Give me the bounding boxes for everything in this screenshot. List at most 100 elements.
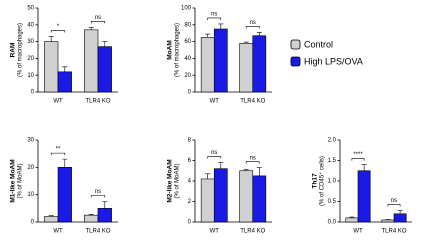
y-tick-label: 40 — [27, 22, 34, 28]
significance-label: ns — [391, 198, 397, 204]
error-bar — [205, 33, 211, 38]
significance-label: ns — [95, 189, 101, 195]
y-axis-title: RAM — [10, 43, 17, 58]
significance-label: ns — [250, 155, 256, 161]
significance-label: ns — [211, 12, 217, 18]
x-tick-label: TLR4 KO — [85, 99, 110, 105]
x-tick-label: WT — [53, 229, 63, 235]
bar — [57, 167, 72, 223]
bar — [213, 28, 228, 93]
significance-bracket — [207, 17, 222, 20]
y-tick-label: 40 — [184, 56, 191, 62]
bar — [97, 208, 112, 223]
error-bar — [48, 36, 54, 42]
significance-bracket — [245, 161, 260, 164]
bar — [84, 29, 99, 93]
error-bar — [218, 162, 224, 169]
bar — [97, 46, 112, 93]
error-bar — [102, 201, 108, 209]
x-tick-label: TLR4 KO — [85, 229, 110, 235]
significance-bracket — [245, 26, 260, 29]
x-tick-label: TLR4 KO — [240, 229, 265, 235]
y-axis-title: M2-like MoAM — [167, 159, 174, 202]
y-tick-label: 0 — [31, 220, 35, 226]
bar — [200, 178, 215, 223]
bar — [393, 213, 407, 223]
y-tick-label: 2 — [188, 199, 192, 205]
y-tick-label: 1.0 — [328, 179, 337, 185]
significance-label: **** — [353, 152, 363, 158]
significance-bracket — [50, 152, 66, 156]
x-tick-label: WT — [210, 229, 220, 235]
y-tick-label: 0 — [188, 220, 192, 226]
error-bar — [88, 27, 94, 30]
y-tick-label: 80 — [184, 22, 191, 28]
y-tick-label: 20 — [27, 165, 34, 171]
y-axis-subtitle: (% of macrophages) — [18, 23, 24, 77]
y-tick-label: 0.0 — [328, 220, 337, 226]
significance-bracket — [351, 158, 365, 161]
significance-label: ** — [56, 147, 61, 153]
error-bar — [218, 23, 224, 29]
significance-label: ns — [250, 20, 256, 26]
bar — [239, 42, 254, 93]
y-tick-label: 100 — [181, 6, 192, 12]
error-bar — [361, 164, 367, 171]
bar — [200, 37, 215, 93]
x-tick-label: WT — [53, 99, 63, 105]
y-tick-label: 30 — [27, 39, 34, 45]
error-bar — [397, 210, 403, 214]
y-axis-subtitle: (% of MoAM) — [175, 163, 181, 198]
bar — [44, 216, 59, 223]
bar — [381, 219, 395, 223]
legend-label: High LPS/OVA — [304, 56, 363, 66]
bar — [44, 41, 59, 93]
error-bar — [48, 215, 54, 217]
y-tick-label: 10 — [27, 73, 34, 79]
y-tick-label: 2.0 — [328, 138, 337, 144]
significance-bracket — [207, 156, 222, 159]
y-tick-label: 6 — [188, 158, 192, 164]
significance-bracket — [90, 195, 106, 198]
error-bar — [256, 167, 262, 176]
y-tick-label: 60 — [184, 39, 191, 45]
error-bar — [205, 173, 211, 179]
bar — [357, 170, 371, 223]
bar — [239, 170, 254, 223]
x-tick-label: TLR4 KO — [240, 99, 265, 105]
x-tick-label: TLR4 KO — [381, 229, 406, 235]
y-axis-title: Th17 — [312, 173, 319, 189]
error-bar — [88, 214, 94, 216]
y-tick-label: 30 — [27, 138, 34, 144]
y-tick-label: 1.5 — [328, 158, 337, 164]
error-bar — [349, 216, 355, 218]
error-bar — [243, 169, 249, 171]
error-bar — [62, 158, 68, 168]
y-tick-label: 50 — [27, 6, 34, 12]
legend-swatch — [290, 39, 301, 50]
y-tick-label: 4 — [188, 179, 192, 185]
bar — [252, 175, 267, 223]
bar — [345, 217, 359, 223]
y-tick-label: 0 — [188, 90, 192, 96]
y-tick-label: 20 — [27, 56, 34, 62]
x-tick-label: WT — [353, 229, 363, 235]
y-axis-title: MoAM — [167, 40, 174, 60]
y-tick-label: 10 — [27, 192, 34, 198]
y-axis-subtitle: (% of macrophages) — [175, 23, 181, 77]
bar — [57, 71, 72, 93]
y-axis-title: M1-like MoAM — [10, 159, 17, 202]
y-axis-subtitle: (% of MoAM) — [18, 163, 24, 198]
significance-bracket — [50, 30, 66, 33]
significance-label: ns — [95, 15, 101, 21]
y-tick-label: 0 — [31, 90, 35, 96]
significance-label: * — [57, 24, 60, 30]
y-tick-label: 0.5 — [328, 199, 337, 205]
error-bar — [243, 41, 249, 44]
y-tick-label: 20 — [184, 73, 191, 79]
error-bar — [102, 41, 108, 47]
legend-label: Control — [304, 39, 333, 49]
error-bar — [256, 32, 262, 36]
legend-swatch — [290, 56, 301, 67]
